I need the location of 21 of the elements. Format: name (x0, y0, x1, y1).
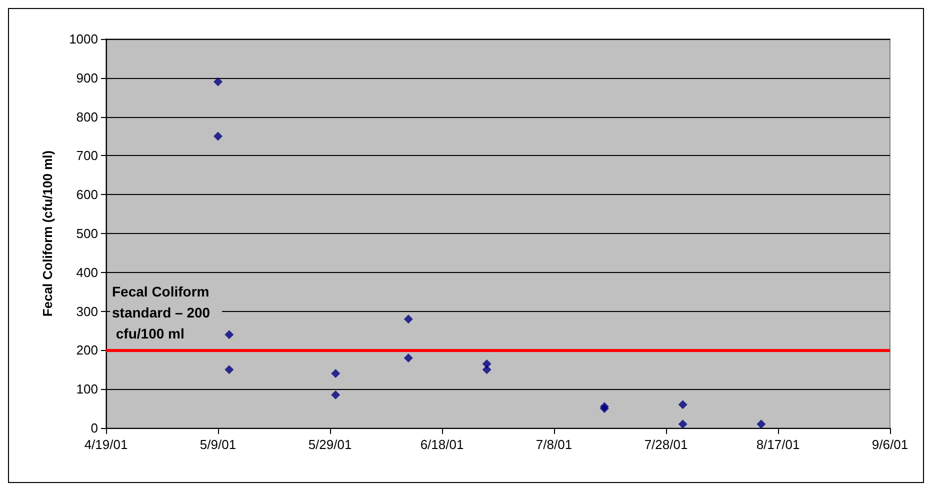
x-tick-label: 7/28/01 (644, 437, 688, 452)
ref-line-label: Fecal Coliform standard – 200 cfu/100 ml (112, 284, 214, 342)
x-tick-label: 6/18/01 (420, 437, 464, 452)
y-tick-label: 700 (76, 148, 98, 164)
y-tick-label: 1000 (69, 32, 98, 46)
y-tick-label: 600 (76, 187, 98, 202)
x-tick-label: 8/17/01 (756, 437, 800, 452)
y-tick-label: 300 (76, 304, 98, 319)
x-tick-label: 9/6/01 (872, 437, 908, 452)
x-tick-label: 4/19/01 (84, 437, 128, 452)
y-tick-label: 100 (76, 382, 98, 397)
y-tick-label: 400 (76, 264, 98, 280)
x-tick-label: 5/9/01 (200, 437, 236, 452)
y-tick-label: 200 (76, 342, 98, 358)
y-tick-label: 500 (76, 226, 98, 241)
y-tick-label: 900 (76, 70, 98, 86)
x-tick-label: 7/8/01 (536, 437, 572, 452)
y-axis-title: Fecal Coliform (cfu/100 ml) (40, 150, 55, 317)
y-tick-label: 0 (90, 420, 98, 436)
x-tick-label: 5/29/01 (308, 437, 352, 452)
y-tick-label: 800 (76, 109, 98, 124)
